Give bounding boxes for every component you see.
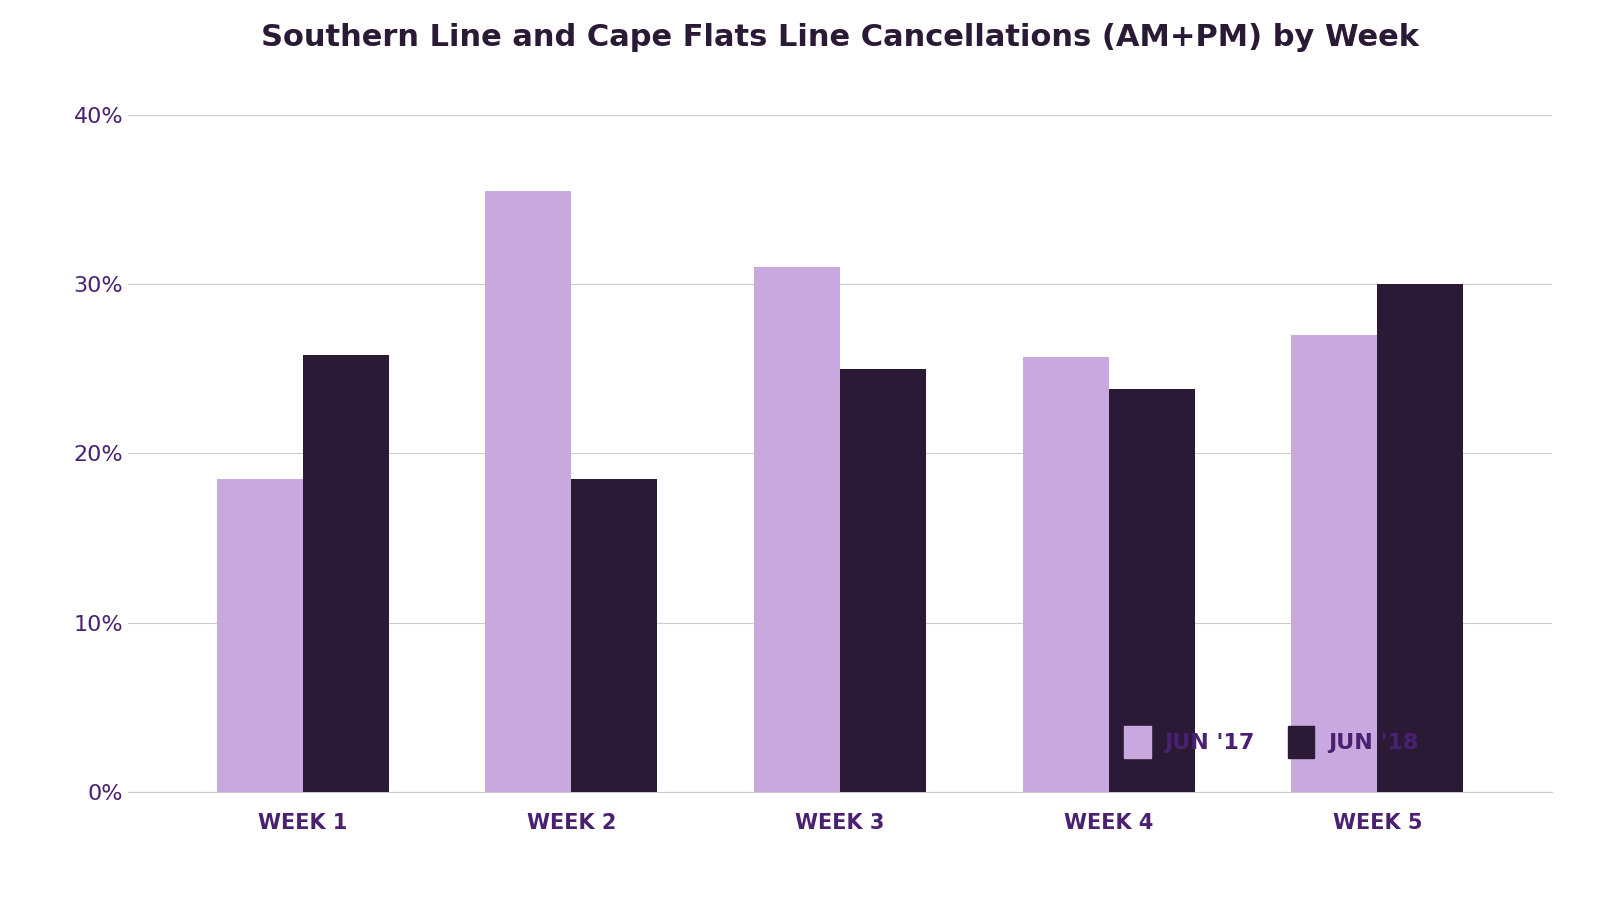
Bar bbox=[1022, 357, 1109, 792]
Bar bbox=[1378, 284, 1464, 792]
Bar bbox=[1109, 389, 1195, 792]
Bar bbox=[485, 191, 571, 792]
Bar bbox=[571, 479, 658, 792]
Title: Southern Line and Cape Flats Line Cancellations (AM+PM) by Week: Southern Line and Cape Flats Line Cancel… bbox=[261, 23, 1419, 52]
Bar bbox=[302, 356, 389, 792]
Legend: JUN '17, JUN '18: JUN '17, JUN '18 bbox=[1115, 717, 1427, 767]
Bar bbox=[754, 267, 840, 792]
Bar bbox=[840, 369, 926, 792]
Bar bbox=[216, 479, 302, 792]
Bar bbox=[1291, 335, 1378, 792]
